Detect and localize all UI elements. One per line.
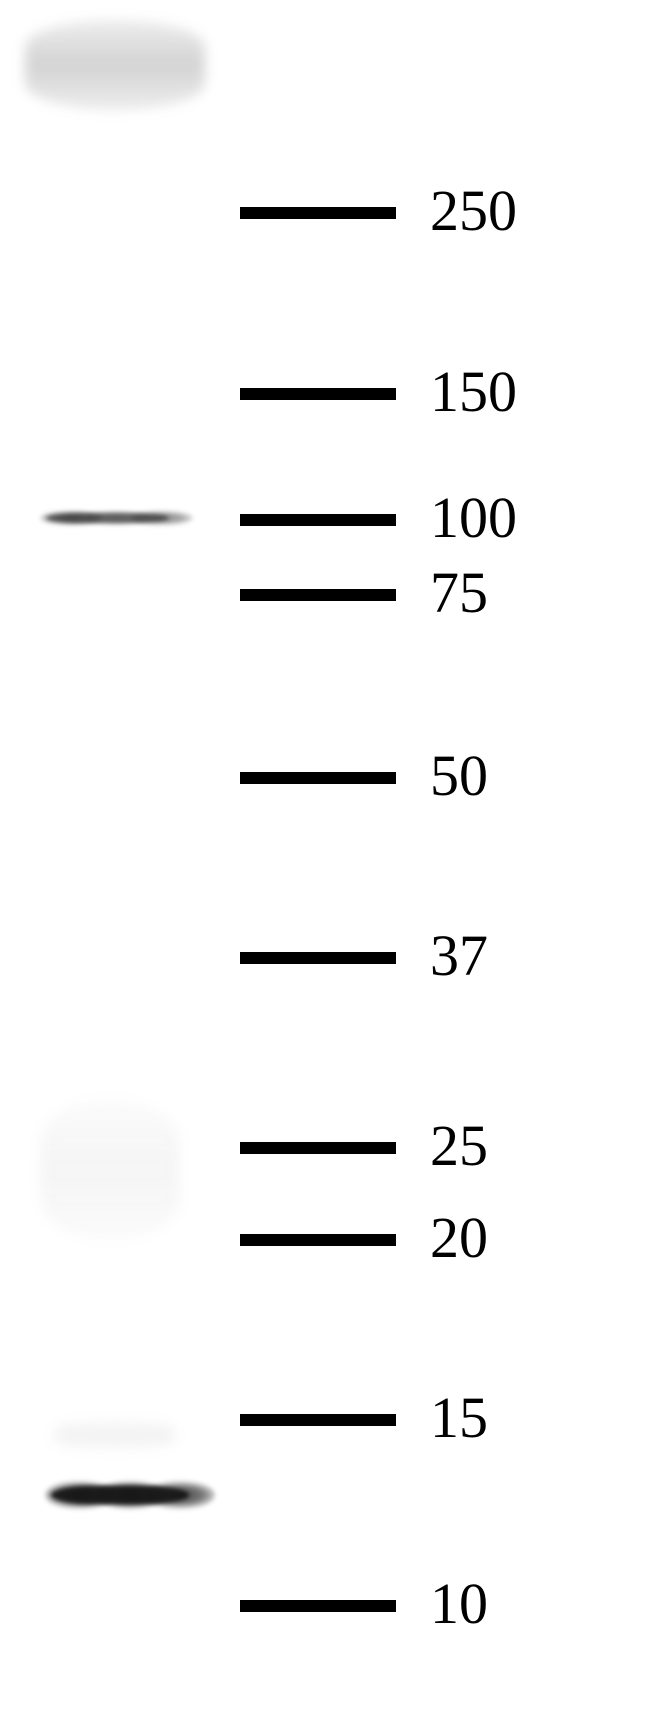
marker-tick-100 (240, 514, 396, 526)
marker-label-50: 50 (430, 742, 488, 809)
lane-band-core (51, 1486, 189, 1504)
marker-label-15: 15 (430, 1384, 488, 1451)
marker-tick-75 (240, 589, 396, 601)
marker-label-10: 10 (430, 1570, 488, 1637)
lane-smear (40, 1100, 180, 1240)
marker-tick-20 (240, 1234, 396, 1246)
marker-label-100: 100 (430, 484, 517, 551)
marker-tick-50 (240, 772, 396, 784)
marker-label-37: 37 (430, 922, 488, 989)
marker-tick-150 (240, 388, 396, 400)
western-blot: 250 150 100 75 50 37 25 20 15 10 (0, 0, 650, 1733)
marker-label-250: 250 (430, 177, 517, 244)
marker-label-25: 25 (430, 1112, 488, 1179)
lane-band-core (46, 513, 169, 523)
lane-smear (55, 1420, 175, 1450)
marker-tick-15 (240, 1414, 396, 1426)
marker-label-150: 150 (430, 358, 517, 425)
marker-label-20: 20 (430, 1204, 488, 1271)
marker-tick-25 (240, 1142, 396, 1154)
marker-tick-10 (240, 1600, 396, 1612)
lane-smear (25, 20, 205, 110)
marker-label-75: 75 (430, 559, 488, 626)
marker-tick-37 (240, 952, 396, 964)
marker-tick-250 (240, 207, 396, 219)
